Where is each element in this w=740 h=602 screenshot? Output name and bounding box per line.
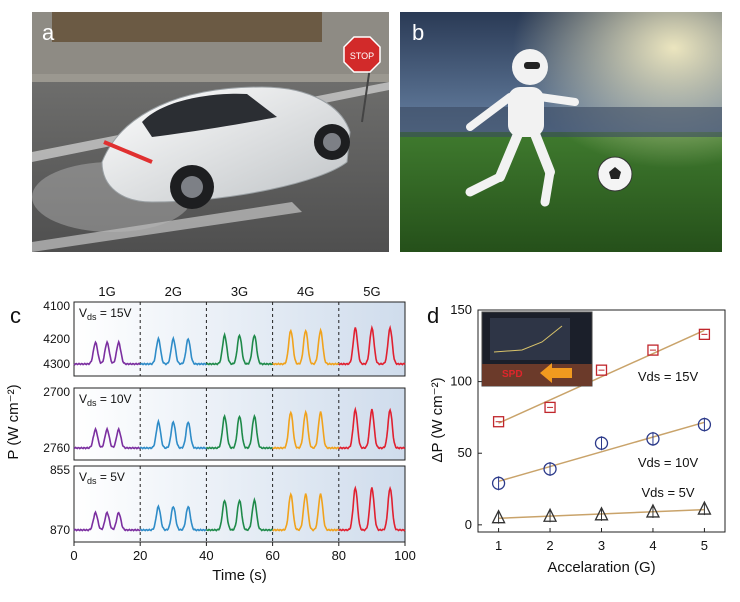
trace-segment xyxy=(139,335,207,366)
segment-label: 2G xyxy=(165,284,182,299)
data-point-square xyxy=(544,401,556,414)
inset-arrow-icon xyxy=(540,363,572,383)
trace-segment xyxy=(73,339,141,366)
trace-segment xyxy=(272,491,340,532)
panel-d-label: d xyxy=(427,303,440,328)
x-tick-label: 4 xyxy=(649,538,656,553)
inset-monitor xyxy=(490,318,570,360)
robot-soccer-illustration xyxy=(400,12,722,252)
y-tick-label: 50 xyxy=(458,445,472,460)
y-tick-label: 150 xyxy=(450,302,472,317)
y-tick-label: 4200 xyxy=(43,332,70,346)
stop-sign-text: STOP xyxy=(350,51,374,61)
x-axis-label: Accelaration (G) xyxy=(547,559,655,576)
trace-segment xyxy=(139,504,207,532)
panel-c-chart: 1G 2G 3G 4G 5G 4100 4200 4300 Vds = 15V 2700 2760 V… xyxy=(5,284,416,584)
trace-segment xyxy=(206,413,273,450)
trace-segment xyxy=(272,409,340,450)
y-tick-label: 100 xyxy=(450,374,472,389)
car-drift-illustration: STOP xyxy=(32,12,389,252)
trace-segment xyxy=(139,418,207,450)
x-tick-label: 1 xyxy=(495,538,502,553)
x-axis-label: Time (s) xyxy=(212,567,266,584)
y-axis-label: P (W cm⁻²) xyxy=(5,384,22,459)
y-axis-label: ΔP (W cm⁻²) xyxy=(429,377,446,462)
series-label: Vds = 15V xyxy=(638,369,699,384)
x-tick-label: 60 xyxy=(265,548,279,563)
inset-bench xyxy=(482,364,592,386)
y-tick-label: 870 xyxy=(50,523,70,537)
segment-label: 3G xyxy=(231,284,248,299)
vds-label: Vds = 5V xyxy=(79,470,125,486)
x-tick-label: 20 xyxy=(133,548,147,563)
data-point-square xyxy=(492,416,505,428)
inset-spd-label: SPD xyxy=(502,369,523,380)
x-tick-label: 3 xyxy=(598,538,605,553)
panel-a-image: STOP xyxy=(32,12,389,252)
trace-segment xyxy=(205,331,274,366)
trace-segment xyxy=(338,406,406,450)
stop-sign-icon xyxy=(343,36,381,73)
panel-b-label: b xyxy=(412,20,425,45)
segment-label: 1G xyxy=(98,284,115,299)
trace-segment xyxy=(73,426,141,450)
fit-line xyxy=(498,329,705,424)
y-tick-label: 855 xyxy=(50,463,70,477)
trace-segment xyxy=(205,496,274,532)
panel-d-chart: 0 50 100 150 1 2 3 4 5 Accelaration (G) ΔP (W cm⁻²… xyxy=(429,302,726,576)
panel-a-label: a xyxy=(42,20,55,45)
trace-segment xyxy=(338,485,406,532)
panel-c-label: c xyxy=(10,303,21,328)
data-point-square xyxy=(647,344,659,356)
fit-line xyxy=(498,421,705,483)
y-tick-label: 0 xyxy=(465,517,472,532)
data-point-square xyxy=(595,364,608,376)
x-tick-label: 2 xyxy=(546,538,553,553)
inset-trace xyxy=(493,325,563,353)
x-tick-label: 80 xyxy=(332,548,346,563)
x-tick-label: 5 xyxy=(701,538,708,553)
trace-segment xyxy=(338,324,406,366)
vds-label: Vds = 10V xyxy=(79,392,132,408)
y-tick-label: 4300 xyxy=(43,357,70,371)
vds-label: Vds = 15V xyxy=(79,306,132,322)
y-tick-label: 2700 xyxy=(43,385,70,399)
x-tick-label: 40 xyxy=(199,548,213,563)
series-label: Vds = 5V xyxy=(641,485,694,500)
x-tick-label: 0 xyxy=(70,548,77,563)
y-tick-label: 2760 xyxy=(43,441,70,455)
data-point-square xyxy=(698,328,711,340)
segment-label: 5G xyxy=(363,284,380,299)
trace-segment xyxy=(272,327,340,366)
x-tick-label: 100 xyxy=(394,548,416,563)
panel-b-image xyxy=(400,12,722,252)
y-tick-label: 4100 xyxy=(43,299,70,313)
series-label: Vds = 10V xyxy=(638,455,699,470)
segment-label: 4G xyxy=(297,284,314,299)
trace-segment xyxy=(73,510,141,532)
